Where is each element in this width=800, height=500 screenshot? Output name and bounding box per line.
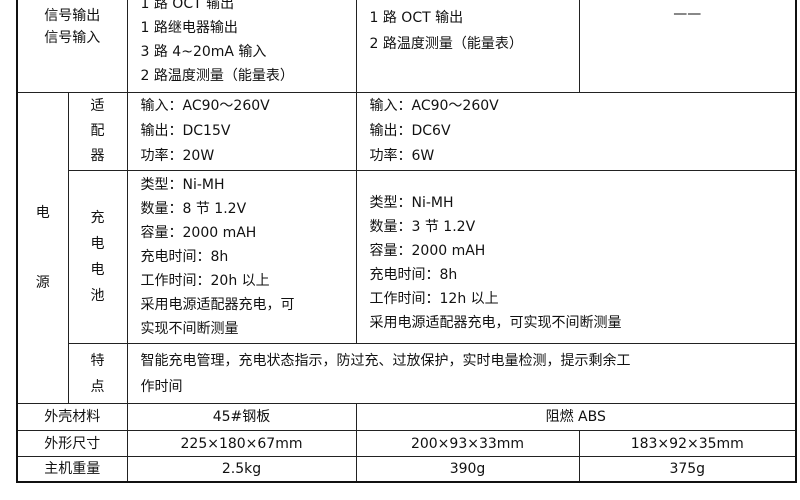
label-char: 点	[90, 378, 105, 395]
text-line: 1 路继电器输出	[140, 19, 238, 36]
text-line: 工作时间：20h 以上	[140, 273, 270, 289]
battery-row: 充 电 电 池 类型：Ni-MH 数量：8 节 1.2V 容量：2000 mAH…	[17, 170, 797, 344]
signal-model1: 1 路 OCT 输出 1 路继电器输出 3 路 4~20mA 输入 2 路温度测…	[126, 0, 357, 93]
text-line: 充电时间：8h	[369, 267, 458, 283]
size-label: 外形尺寸	[16, 430, 128, 457]
text-line: 1 路 OCT 输出	[140, 0, 235, 12]
signal-label: 信号输出 信号输入	[16, 0, 128, 93]
text-line: 输出：DC15V	[140, 123, 231, 139]
label-char: 电	[90, 236, 105, 252]
spec-table: 信号输出 信号输入 1 路 OCT 输出 1 路继电器输出 3 路 4~20mA…	[16, 0, 797, 483]
text-line: 充电时间：8h	[140, 249, 229, 265]
label-char: 适	[90, 98, 105, 114]
text-line: 采用电源适配器充电，可实现不间断测量	[369, 315, 622, 331]
label-char: 电	[90, 262, 105, 278]
features-text: 智能充电管理，充电状态指示，防过充、过放保护，实时电量检测，提示剩余工 作时间	[126, 343, 797, 404]
battery-label: 充 电 电 池	[67, 170, 128, 344]
shell-model23: 阻燃 ABS	[355, 403, 797, 431]
weight-label: 主机重量	[16, 456, 128, 482]
label-char: 源	[35, 275, 50, 291]
weight-model2: 390g	[355, 456, 580, 482]
size-row: 外形尺寸 225×180×67mm 200×93×33mm 183×92×35m…	[16, 430, 797, 457]
text-line: 实现不间断测量	[140, 321, 239, 337]
label-line: 信号输出	[44, 8, 101, 24]
power-label: 电 源	[16, 92, 69, 404]
features-row: 特 点 智能充电管理，充电状态指示，防过充、过放保护，实时电量检测，提示剩余工 …	[17, 343, 797, 404]
size-model3: 183×92×35mm	[578, 430, 797, 457]
text-line: 工作时间：12h 以上	[369, 291, 499, 307]
signal-model2: 1 路 OCT 输出 2 路温度测量（能量表）	[355, 0, 580, 93]
text-line: 数量：8 节 1.2V	[140, 201, 247, 217]
text-line: 类型：Ni-MH	[369, 195, 454, 211]
signal-model3: ——	[578, 0, 797, 93]
text-line: 2 路温度测量（能量表）	[140, 67, 294, 84]
battery-model1: 类型：Ni-MH 数量：8 节 1.2V 容量：2000 mAH 充电时间：8h…	[126, 170, 357, 344]
battery-model2: 类型：Ni-MH 数量：3 节 1.2V 容量：2000 mAH 充电时间：8h…	[355, 170, 797, 344]
text-line: 输入：AC90～260V	[369, 98, 499, 114]
label-char: 特	[90, 352, 105, 369]
label-char: 电	[35, 205, 50, 221]
label-char: 池	[90, 288, 105, 304]
text-line: 容量：2000 mAH	[140, 225, 257, 241]
label-char: 器	[90, 148, 105, 164]
text-line: 2 路温度测量（能量表）	[369, 36, 523, 52]
text-line: 输入：AC90～260V	[140, 98, 270, 114]
text-line: 采用电源适配器充电，可	[140, 297, 295, 313]
text-line: 3 路 4~20mA 输入	[140, 43, 267, 60]
text-line: 功率：20W	[140, 148, 215, 164]
shell-model1: 45#钢板	[126, 403, 357, 431]
shell-label: 外壳材料	[16, 403, 128, 431]
label-line: 信号输入	[44, 30, 101, 46]
text-line: 作时间	[140, 378, 183, 395]
adapter-row: 电 源 适 配 器 输入：AC90～260V 输出：DC15V 功率：20W 输…	[16, 92, 797, 404]
label-char: 配	[90, 123, 105, 139]
text-line: 容量：2000 mAH	[369, 243, 486, 259]
text-line: 类型：Ni-MH	[140, 177, 225, 193]
text-line: 功率：6W	[369, 148, 435, 164]
size-model1: 225×180×67mm	[126, 430, 357, 457]
adapter-model1: 输入：AC90～260V 输出：DC15V 功率：20W	[126, 92, 357, 171]
shell-row: 外壳材料 45#钢板 阻燃 ABS	[16, 403, 797, 431]
text-line: 数量：3 节 1.2V	[369, 219, 476, 235]
text-line: 智能充电管理，充电状态指示，防过充、过放保护，实时电量检测，提示剩余工	[140, 352, 631, 369]
weight-model1: 2.5kg	[126, 456, 357, 482]
weight-model3: 375g	[578, 456, 797, 482]
text-line: 输出：DC6V	[369, 123, 451, 139]
text-line: 1 路 OCT 输出	[369, 10, 464, 26]
weight-row: 主机重量 2.5kg 390g 375g	[16, 456, 797, 482]
signal-row: 信号输出 信号输入 1 路 OCT 输出 1 路继电器输出 3 路 4~20mA…	[16, 0, 797, 93]
adapter-model2: 输入：AC90～260V 输出：DC6V 功率：6W	[355, 92, 797, 171]
features-label: 特 点	[67, 343, 128, 404]
size-model2: 200×93×33mm	[355, 430, 580, 457]
adapter-label: 适 配 器	[67, 92, 128, 171]
label-char: 充	[90, 210, 105, 226]
